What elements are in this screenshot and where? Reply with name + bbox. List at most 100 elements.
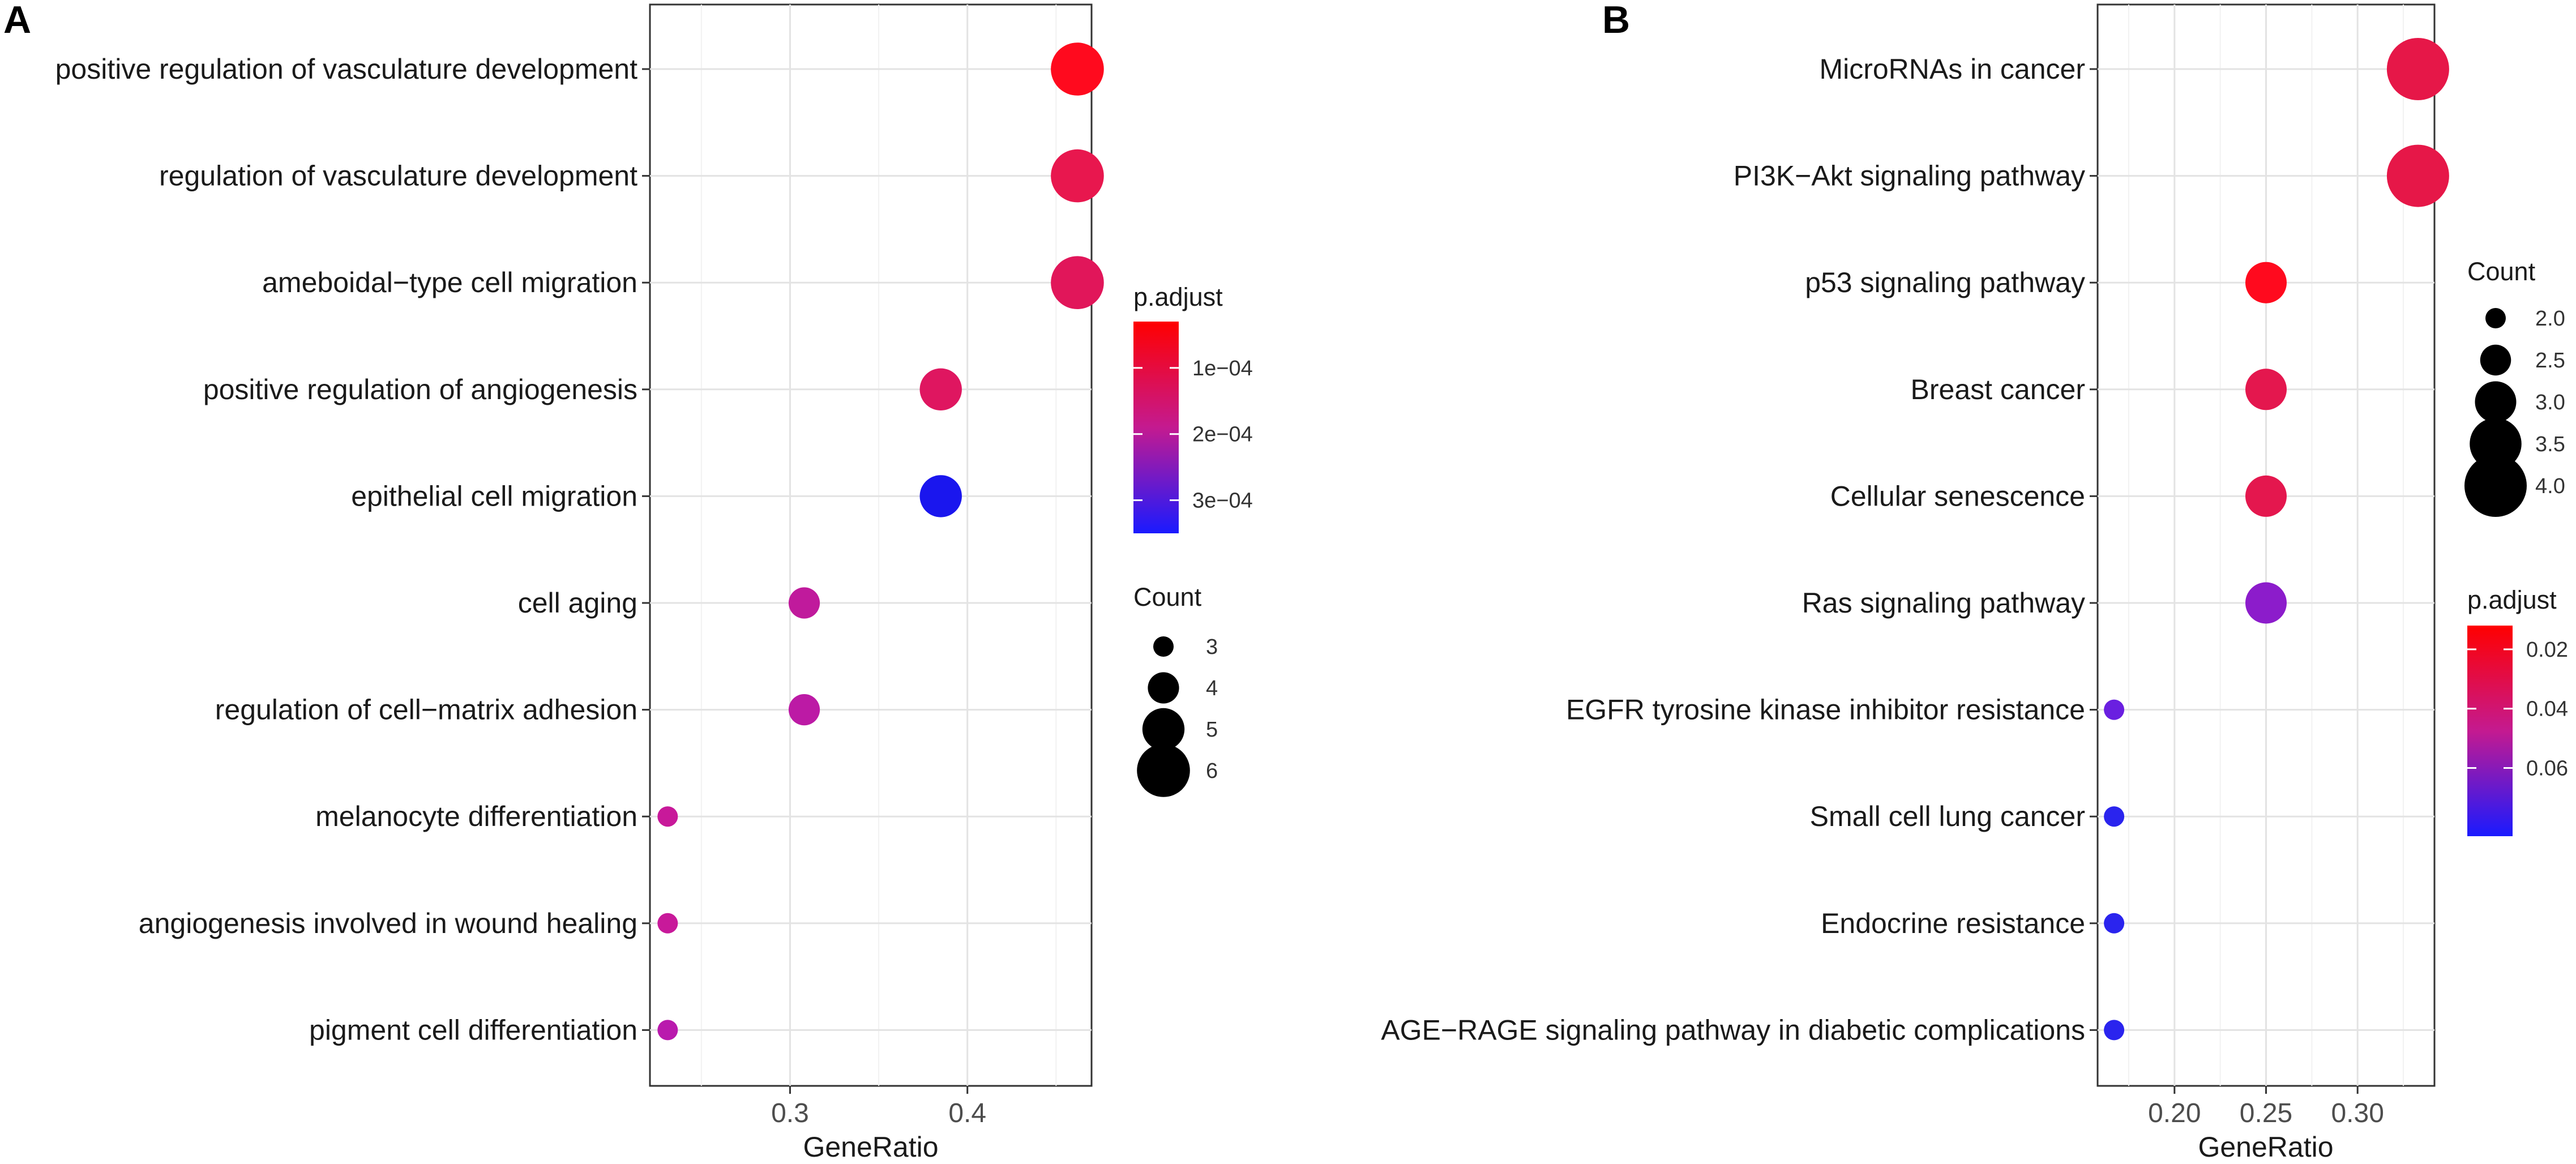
- data-point: [788, 587, 820, 619]
- colorbar-label: 1e−04: [1192, 357, 1253, 380]
- colorbar-label: 2e−04: [1192, 423, 1253, 447]
- data-point: [2245, 582, 2287, 624]
- count-legend-key: [2485, 308, 2506, 328]
- data-point: [919, 368, 962, 410]
- count-legend-key: [2480, 344, 2511, 376]
- panel-b-letter: B: [1602, 0, 1630, 41]
- x-tick-label: 0.20: [2148, 1098, 2201, 1128]
- data-point: [2245, 369, 2287, 410]
- panel-b-padjust-legend-title: p.adjust: [2467, 585, 2557, 614]
- count-legend-label: 4.0: [2535, 474, 2565, 498]
- panel-a-points: [657, 42, 1104, 1041]
- panel-b-y-labels: MicroRNAs in cancer PI3K−Akt signaling pa…: [1381, 53, 2085, 1046]
- panel-b-x-ticks: [2173, 1086, 2359, 1094]
- term-label: Endocrine resistance: [1821, 908, 2085, 939]
- panel-a-letter: A: [3, 0, 31, 41]
- data-point: [657, 913, 678, 934]
- panel-a-plot-area: [649, 3, 1093, 1087]
- x-tick-label: 0.3: [771, 1098, 809, 1128]
- colorbar-label: 0.06: [2526, 756, 2568, 780]
- panel-a-count-legend-title: Count: [1133, 583, 1202, 611]
- panel-a-y-ticks: [642, 68, 650, 1031]
- data-point: [2245, 262, 2287, 303]
- panel-b-colorbar-ticks: 0.02 0.04 0.06: [2467, 638, 2568, 780]
- count-legend-label: 3: [1206, 635, 1218, 659]
- term-label: Ras signaling pathway: [1802, 587, 2085, 619]
- count-legend-key: [1137, 744, 1190, 797]
- panel-b-count-legend-title: Count: [2467, 257, 2536, 286]
- data-point: [788, 694, 820, 726]
- count-legend-label: 2.0: [2535, 307, 2565, 331]
- data-point: [919, 475, 962, 517]
- panel-a-count-legend: Count 3 4 5 6: [1133, 583, 1218, 797]
- panel-a-grid: [650, 5, 1092, 1086]
- data-point: [2104, 806, 2125, 827]
- term-label: positive regulation of vasculature devel…: [55, 53, 638, 85]
- term-label: MicroRNAs in cancer: [1819, 53, 2085, 85]
- count-legend-key: [1153, 636, 1174, 657]
- panel-b-count-legend-keys: 2.0 2.5 3.0 3.5 4.0: [2464, 307, 2565, 517]
- data-point: [2104, 913, 2125, 934]
- term-label: Cellular senescence: [1830, 480, 2085, 512]
- data-point: [1051, 149, 1104, 203]
- data-point: [2245, 475, 2287, 517]
- colorbar-label: 0.04: [2526, 697, 2568, 721]
- term-label: regulation of cell−matrix adhesion: [215, 694, 637, 726]
- panel-a-padjust-colorbar: [1133, 322, 1179, 533]
- panel-b-y-ticks: [2090, 68, 2098, 1031]
- data-point: [2104, 1020, 2125, 1041]
- count-legend-key: [1142, 708, 1185, 751]
- count-legend-label: 4: [1206, 677, 1218, 700]
- term-label: p53 signaling pathway: [1805, 267, 2085, 298]
- term-label: angiogenesis involved in wound healing: [139, 908, 637, 939]
- count-legend-key: [2464, 455, 2527, 517]
- colorbar-label: 3e−04: [1192, 489, 1253, 513]
- panel-a-colorbar-ticks: 1e−04 2e−04 3e−04: [1133, 357, 1253, 513]
- panel-a-y-labels: positive regulation of vasculature devel…: [55, 53, 638, 1046]
- panel-b: B MicroRNAs in cancer PI3K−Akt signaling …: [1381, 0, 2568, 1163]
- count-legend-key: [1148, 672, 1179, 704]
- term-label: epithelial cell migration: [351, 480, 637, 512]
- panel-b-x-tick-labels: 0.20 0.25 0.30: [2148, 1098, 2384, 1128]
- term-label: ameboidal−type cell migration: [262, 267, 637, 298]
- count-legend-label: 3.0: [2535, 391, 2565, 414]
- data-point: [2386, 38, 2449, 100]
- data-point: [2104, 699, 2125, 720]
- term-label: EGFR tyrosine kinase inhibitor resistanc…: [1566, 694, 2085, 726]
- data-point: [1051, 42, 1104, 96]
- count-legend-label: 5: [1206, 718, 1218, 742]
- term-label: Small cell lung cancer: [1810, 801, 2085, 832]
- count-legend-key: [2470, 418, 2522, 470]
- count-legend-key: [2475, 381, 2517, 423]
- term-label: Breast cancer: [1911, 374, 2085, 405]
- panel-b-count-legend: Count 2.0 2.5 3.0 3.5 4.0: [2464, 257, 2565, 517]
- term-label: positive regulation of angiogenesis: [203, 374, 637, 405]
- panel-a-x-ticks: [789, 1086, 969, 1094]
- term-label: regulation of vasculature development: [159, 160, 637, 192]
- panel-a-x-axis-title: GeneRatio: [803, 1131, 938, 1163]
- panel-b-padjust-legend: p.adjust 0.02 0.04 0.06: [2467, 585, 2568, 836]
- panel-a-x-tick-labels: 0.3 0.4: [771, 1098, 986, 1128]
- x-tick-label: 0.30: [2331, 1098, 2384, 1128]
- term-label: cell aging: [518, 587, 637, 619]
- count-legend-label: 3.5: [2535, 433, 2565, 456]
- panel-b-padjust-colorbar: [2467, 626, 2513, 836]
- panel-a-padjust-legend-title: p.adjust: [1133, 283, 1223, 311]
- data-point: [657, 1020, 678, 1041]
- x-tick-label: 0.4: [948, 1098, 986, 1128]
- term-label: AGE−RAGE signaling pathway in diabetic c…: [1381, 1014, 2085, 1046]
- colorbar-label: 0.02: [2526, 638, 2568, 662]
- panel-b-x-axis-title: GeneRatio: [2198, 1131, 2333, 1163]
- x-tick-label: 0.25: [2240, 1098, 2292, 1128]
- panel-b-points: [2104, 38, 2449, 1041]
- panel-a-count-legend-keys: 3 4 5 6: [1137, 635, 1218, 797]
- panel-a-padjust-legend: p.adjust 1e−04 2e−04 3e−04: [1133, 283, 1253, 533]
- count-legend-label: 2.5: [2535, 349, 2565, 373]
- data-point: [2386, 144, 2449, 207]
- count-legend-label: 6: [1206, 759, 1218, 783]
- term-label: pigment cell differentiation: [309, 1014, 637, 1046]
- term-label: PI3K−Akt signaling pathway: [1734, 160, 2085, 192]
- data-point: [1051, 256, 1104, 309]
- panel-a: A positive regulation of vasculature dev…: [3, 0, 1253, 1163]
